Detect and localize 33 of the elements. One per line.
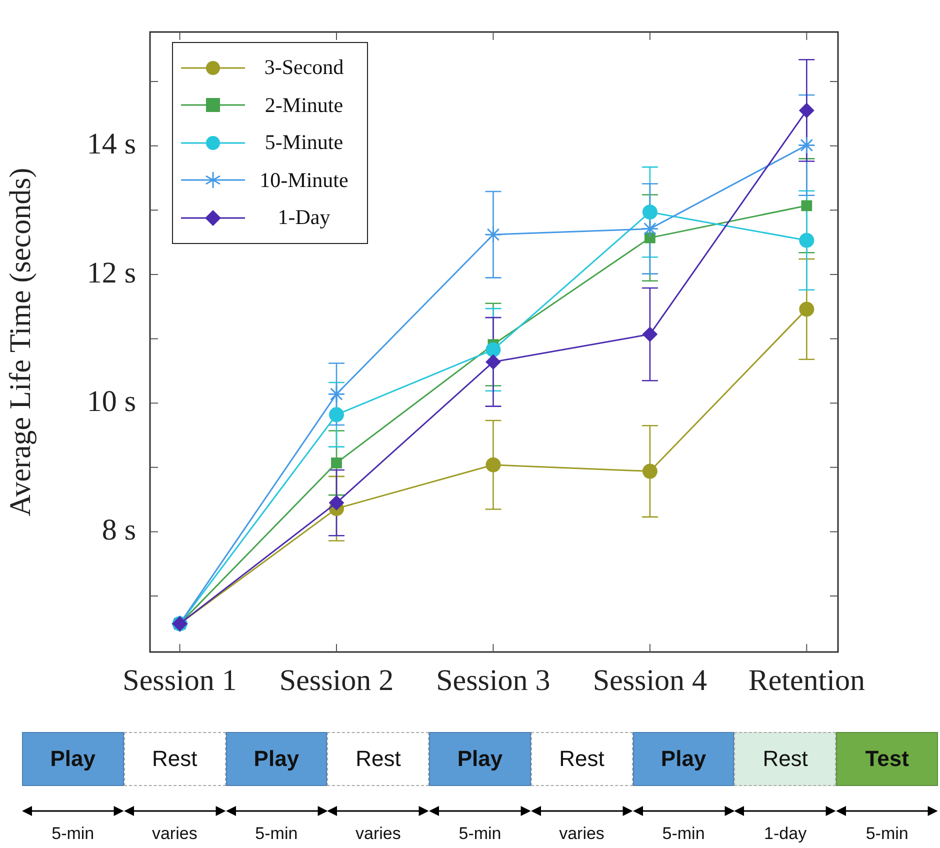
category-label: Rest	[327, 732, 430, 786]
x-tick-label: Session 4	[592, 664, 708, 697]
y-tick-label: 10 s	[86, 384, 136, 418]
y-tick-label: 12 s	[86, 256, 136, 290]
y-tick-label: 14 s	[86, 128, 136, 161]
x-tick-label: Retention	[748, 664, 865, 697]
text: 1-day	[763, 824, 808, 844]
text: 5-min	[254, 824, 299, 844]
x-tick-label: Session 2	[279, 664, 394, 697]
category-label: Rest	[124, 732, 226, 786]
x-tick-label: Session 1	[122, 664, 237, 697]
category-label: Play	[22, 732, 124, 786]
text: varies	[558, 824, 606, 844]
text: 5-min	[661, 824, 706, 844]
legend-label: 10-Minute	[258, 168, 350, 193]
category-label: Rest	[734, 732, 836, 786]
category-label: Rest	[530, 732, 633, 786]
category-label: Test	[836, 732, 938, 786]
category-label: Play	[226, 732, 328, 786]
text: 5-min	[864, 824, 910, 844]
y-axis-title: Average Life Time (seconds)	[4, 168, 37, 516]
legend-label: 5-Minute	[264, 130, 344, 156]
category-label: Play	[632, 732, 734, 786]
legend-label: 2-Minute	[264, 92, 344, 118]
text: 5-min	[458, 824, 502, 844]
text: 5-min	[50, 824, 96, 844]
x-tick-label: Session 3	[436, 664, 550, 697]
text: varies	[150, 824, 198, 844]
text: varies	[354, 824, 402, 844]
category-label: Play	[429, 732, 531, 786]
legend-label: 1-Day	[276, 205, 332, 230]
legend-label: 3-Second	[263, 55, 345, 80]
y-tick-label: 8 s	[102, 514, 136, 547]
